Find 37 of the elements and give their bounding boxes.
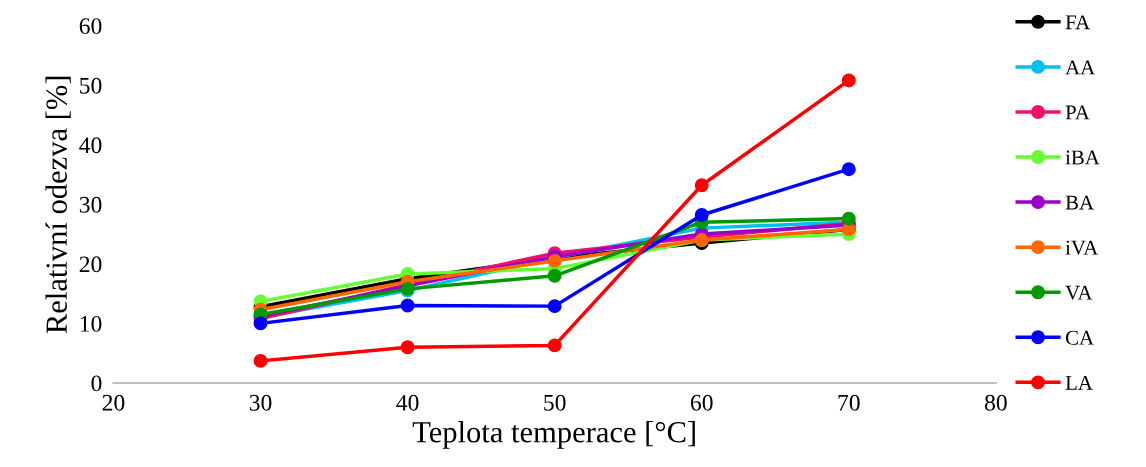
point <box>253 353 268 368</box>
legend-label: VA <box>1065 285 1093 300</box>
y-tick-label: 20 <box>79 256 102 273</box>
point <box>547 268 562 283</box>
y-tick-label: 30 <box>79 196 102 213</box>
x-tick-label: 80 <box>984 394 1007 411</box>
x-tick-label: 50 <box>544 394 566 411</box>
x-tick-label: 20 <box>102 394 125 411</box>
legend-label: LA <box>1065 375 1093 390</box>
y-tick-label: 40 <box>79 137 102 154</box>
x-axis-title: Teplota temperace [°C] <box>412 421 695 449</box>
legend-label: FA <box>1065 15 1091 30</box>
point <box>694 208 709 222</box>
x-tick-label: 40 <box>396 394 419 411</box>
legend-label: iBA <box>1065 150 1100 165</box>
y-tick-label: 50 <box>80 77 102 94</box>
point <box>400 298 415 313</box>
point <box>547 299 562 314</box>
point <box>400 340 415 355</box>
legend-label: iVA <box>1065 240 1099 255</box>
y-axis-title: Relativní odezva [%] <box>45 76 71 334</box>
x-tick-label: 60 <box>690 394 713 411</box>
point <box>694 178 709 193</box>
y-tick-label: 0 <box>91 375 102 392</box>
legend-label: PA <box>1065 105 1090 120</box>
point <box>841 73 856 88</box>
legend-label: CA <box>1065 330 1094 345</box>
y-tick-label: 10 <box>80 315 102 332</box>
y-tick-label: 60 <box>79 18 102 35</box>
point <box>841 211 856 226</box>
x-tick-label: 70 <box>838 394 860 411</box>
point <box>253 316 268 331</box>
point <box>547 338 562 353</box>
legend-label: AA <box>1065 60 1096 75</box>
legend-label: BA <box>1065 195 1094 210</box>
point <box>841 162 856 177</box>
x-tick-label: 30 <box>249 394 272 411</box>
